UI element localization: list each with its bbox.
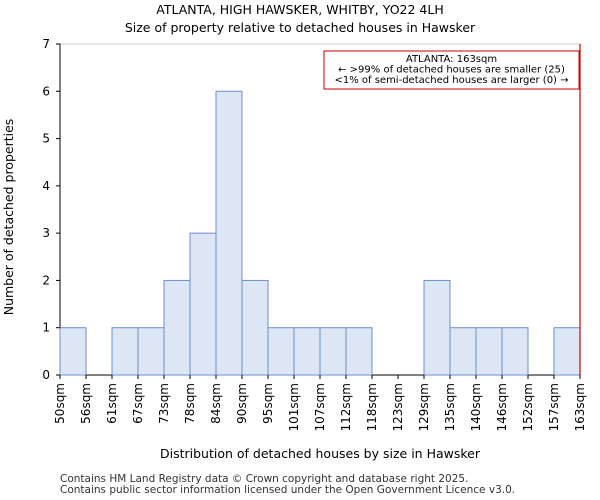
- x-tick-label: 107sqm: [313, 383, 327, 431]
- x-tick-label: 95sqm: [261, 383, 275, 424]
- bar-112sqm: [345, 327, 373, 376]
- chart-title: ATLANTA, HIGH HAWSKER, WHITBY, YO22 4LH: [156, 2, 444, 17]
- marker: ATLANTA: 163sqm← >99% of detached houses…: [323, 44, 581, 375]
- y-tick-label: 5: [42, 132, 50, 146]
- x-tick-label: 112sqm: [339, 383, 353, 431]
- x-tick-label: 61sqm: [105, 383, 119, 424]
- x-tick-label: 50sqm: [53, 383, 67, 424]
- bar-129sqm: [423, 279, 451, 376]
- x-axis-ticks: 50sqm 56sqm 61sqm 67sqm 73sqm 78sqm 84sqm 90sqm…: [53, 375, 587, 431]
- x-tick-label: 123sqm: [391, 383, 405, 431]
- x-axis-label: Distribution of detached houses by size …: [160, 446, 481, 461]
- y-axis-label: Number of detached properties: [1, 119, 16, 316]
- x-tick-label: 73sqm: [157, 383, 171, 424]
- y-tick-label: 7: [42, 37, 50, 51]
- bar-73sqm: [163, 279, 191, 376]
- x-tick-label: 129sqm: [417, 383, 431, 431]
- bar-67sqm: [137, 327, 165, 376]
- bar-50sqm: [59, 327, 87, 376]
- plot-frame: [59, 43, 581, 376]
- y-tick-label: 0: [42, 368, 50, 382]
- x-tick-label: 90sqm: [235, 383, 249, 424]
- bar-78sqm: [189, 232, 217, 376]
- x-tick-label: 163sqm: [573, 383, 587, 431]
- bar-107sqm: [319, 327, 347, 376]
- x-tick-label: 146sqm: [495, 383, 509, 431]
- footer-line-2: Contains public sector information licen…: [60, 484, 516, 496]
- bar-146sqm: [501, 327, 529, 376]
- x-tick-label: 101sqm: [287, 383, 301, 431]
- x-tick-label: 135sqm: [443, 383, 457, 431]
- x-tick-label: 56sqm: [79, 383, 93, 424]
- x-tick-label: 84sqm: [209, 383, 223, 424]
- bar-101sqm: [293, 327, 321, 376]
- plot-area: [59, 43, 581, 376]
- y-tick-label: 2: [42, 273, 50, 287]
- y-tick-label: 1: [42, 321, 50, 335]
- x-tick-label: 67sqm: [131, 383, 145, 424]
- annotation-line-3: <1% of semi-detached houses are larger (…: [334, 75, 568, 86]
- y-tick-label: 4: [42, 179, 50, 193]
- y-axis-ticks: 0 1 2 3 4 5 6 7: [42, 37, 60, 382]
- annotation-line-1: ATLANTA: 163sqm: [406, 54, 497, 65]
- bar-61sqm: [111, 327, 139, 376]
- x-tick-label: 152sqm: [521, 383, 535, 431]
- y-tick-label: 3: [42, 226, 50, 240]
- annotation-box: [323, 50, 580, 90]
- bars: [59, 90, 581, 376]
- bar-157sqm: [553, 327, 581, 376]
- x-tick-label: 118sqm: [365, 383, 379, 431]
- bar-84sqm: [215, 90, 243, 376]
- footer-attribution: Contains HM Land Registry data © Crown c…: [60, 474, 515, 496]
- annotation-line-2: ← >99% of detached houses are smaller (2…: [338, 65, 565, 76]
- x-tick-label: 140sqm: [469, 383, 483, 431]
- bar-90sqm: [241, 279, 269, 376]
- bar-135sqm: [449, 327, 477, 376]
- footer-line-1: Contains HM Land Registry data © Crown c…: [60, 473, 469, 485]
- x-tick-label: 157sqm: [547, 383, 561, 431]
- y-tick-label: 6: [42, 84, 50, 98]
- chart-subtitle: Size of property relative to detached ho…: [124, 20, 476, 35]
- bar-95sqm: [267, 327, 295, 376]
- bar-140sqm: [475, 327, 503, 376]
- x-tick-label: 78sqm: [183, 383, 197, 424]
